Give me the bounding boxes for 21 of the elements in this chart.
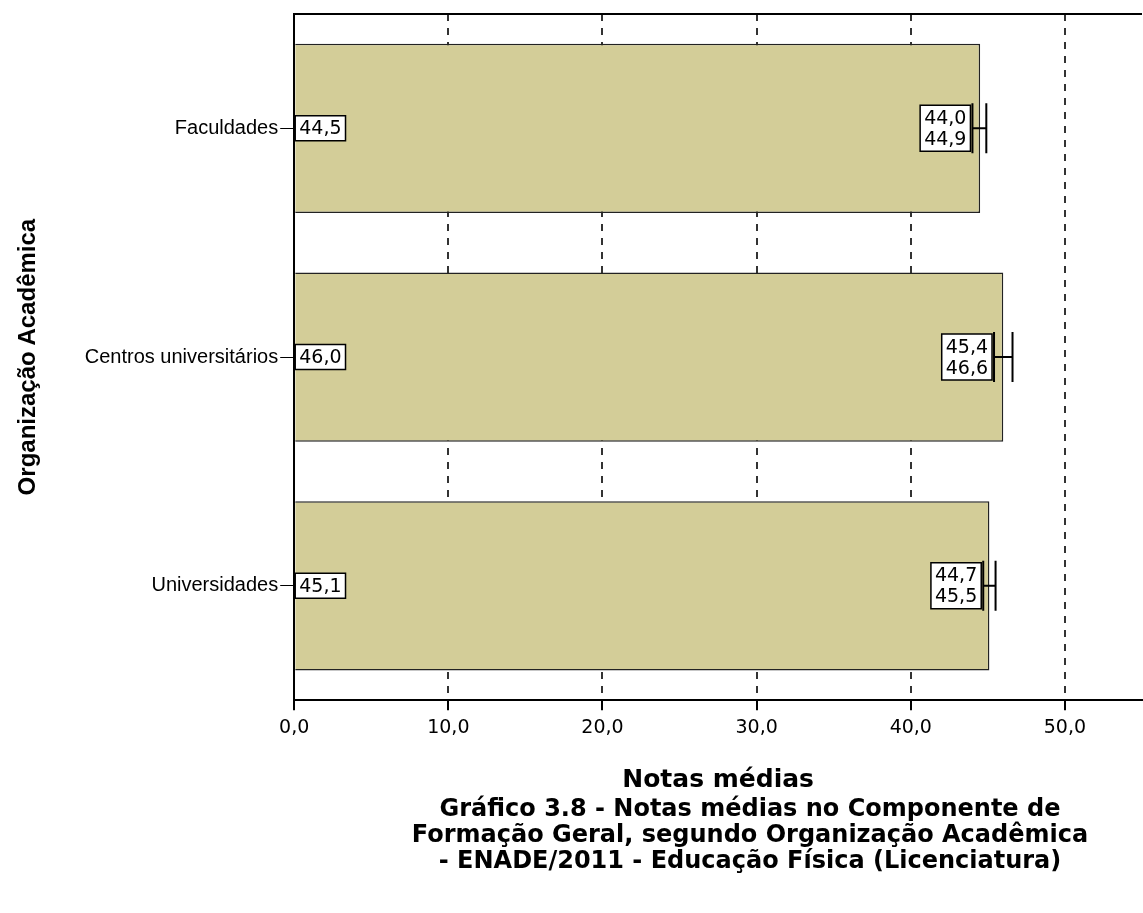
annotation: 45,4 — [945, 334, 989, 357]
x-tick-label: 0,0 — [279, 714, 310, 737]
y-tick-label: Universidades — [151, 573, 279, 596]
y-tick-label: Centros universitários — [84, 344, 279, 367]
x-tick-label: 40,0 — [889, 714, 932, 737]
data-label: 44,5 — [299, 116, 342, 139]
annotation: 44,9 — [924, 126, 967, 149]
y-tick-label: Faculdades — [174, 115, 279, 138]
x-tick-label: 30,0 — [735, 714, 778, 737]
y-axis-title: Organização Acadêmica — [13, 218, 41, 496]
annotation: 46,6 — [945, 355, 989, 378]
x-tick-label: 50,0 — [1043, 714, 1087, 737]
x-tick-label: 20,0 — [581, 714, 624, 737]
x-axis-title: Notas médias — [622, 763, 814, 793]
annotation: 44,7 — [934, 563, 978, 586]
annotation: 45,5 — [934, 584, 978, 607]
x-tick-label: 10,0 — [427, 714, 470, 737]
data-label: 46,0 — [299, 345, 342, 368]
text: Gráfico 3.8 - Notas médias no Componente de Formação Geral, segundo Organização Acadêmica - ENADE/2011 - Educação Física (Licenciatura) — [410, 794, 1090, 874]
data-label: 45,1 — [299, 573, 342, 596]
annotation: 44,0 — [924, 105, 967, 128]
